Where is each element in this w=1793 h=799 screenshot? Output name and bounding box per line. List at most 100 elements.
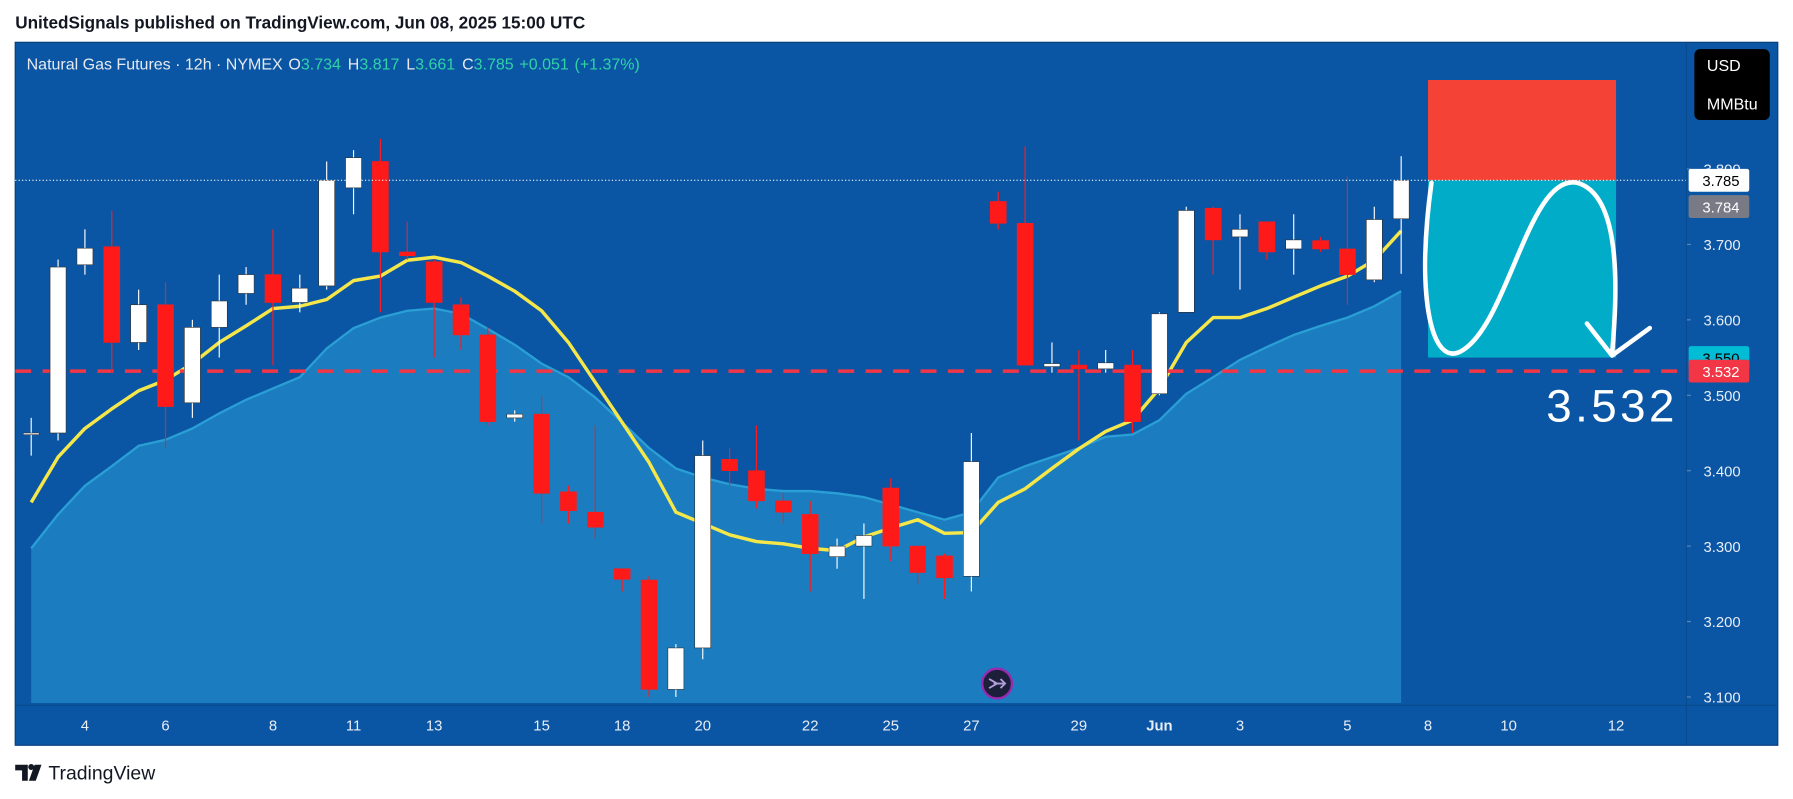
overlay [15, 80, 1687, 358]
candle-body [1097, 362, 1114, 370]
candle-body [748, 470, 765, 502]
candle-body [1043, 363, 1061, 367]
price-label: 3.532 [1702, 365, 1739, 381]
candle-body [398, 251, 416, 257]
legend-item: 3.734 [301, 57, 341, 74]
y-tick-label: 3.600 [1704, 314, 1741, 330]
candle-body [1070, 364, 1088, 370]
target-zone [1428, 180, 1617, 358]
y-tick-label: 3.500 [1704, 389, 1741, 405]
x-tick-label: 20 [694, 718, 711, 734]
price-label-box [1688, 168, 1750, 192]
candle-body [184, 327, 201, 404]
logo-shape [15, 764, 28, 781]
candle-body [130, 304, 147, 343]
currency: USD [1707, 58, 1741, 75]
candle-body [775, 500, 792, 513]
candle-body [210, 300, 228, 328]
candle-body [613, 568, 631, 580]
publish-header: UnitedSignals published on TradingView.c… [15, 13, 585, 33]
x-tick-label: 3 [1236, 718, 1244, 734]
candle-body [425, 261, 443, 303]
price-label-box [1688, 195, 1750, 219]
candle-body [721, 459, 738, 471]
candle-body [533, 413, 550, 494]
ma-area-line [30, 290, 1402, 550]
candle-body [963, 461, 980, 577]
y-tick-label: 3.700 [1704, 238, 1741, 254]
candle-body [1016, 223, 1034, 366]
x-tick-label: 15 [533, 718, 550, 734]
x-tick-label: 8 [1424, 718, 1432, 734]
price-label: 3.784 [1702, 200, 1739, 216]
candle-body [103, 246, 121, 343]
candle-body [989, 201, 1007, 224]
candle-body [237, 274, 255, 294]
candle-body [372, 161, 389, 253]
x-tick-label: 4 [81, 718, 89, 734]
logo-shape [28, 764, 42, 781]
annotation: 3.532 [1546, 380, 1678, 431]
footer-logo-text: TradingView [48, 763, 156, 785]
candle-body [264, 274, 282, 303]
ma-area [31, 291, 1402, 703]
candle-body [1285, 239, 1303, 250]
legend-item: 3.785 [474, 57, 514, 74]
price-label-box [1688, 359, 1750, 383]
legend-item: C [462, 57, 474, 74]
x-tick-label: 13 [426, 718, 443, 734]
x-tick-label: 18 [614, 718, 631, 734]
x-tick-label: 6 [161, 718, 169, 734]
candle-body [560, 491, 577, 511]
candle-body [855, 535, 873, 547]
forecast-arrowhead [1584, 321, 1653, 358]
candle-body [936, 555, 953, 579]
candle-body [1204, 207, 1222, 241]
candle-body [452, 304, 470, 336]
price-label: 3.785 [1702, 174, 1739, 190]
candle-body [801, 514, 819, 554]
legend-item: Natural Gas Futures · 12h · NYMEX [27, 57, 283, 74]
legend-item: 3.661 [415, 57, 455, 74]
candle-body [291, 287, 309, 303]
candle-body [22, 432, 40, 435]
event-glyph [988, 678, 1007, 689]
y-tick-label: 3.200 [1704, 615, 1741, 631]
x-tick-label: 12 [1608, 718, 1625, 734]
candle-body [587, 511, 604, 528]
legend: Natural Gas Futures · 12h · NYMEX O3.734 H… [27, 57, 640, 74]
x-tick-label: 25 [883, 718, 900, 734]
y-tick-label: 3.300 [1704, 540, 1741, 556]
candle-body [49, 266, 67, 434]
x-tick-label: 11 [346, 718, 361, 734]
candle-body [1366, 219, 1383, 281]
candle-body [345, 157, 362, 189]
stop-zone [1428, 80, 1617, 181]
y-tick-label: 3.400 [1704, 464, 1741, 480]
x-tick-label: 8 [269, 718, 277, 734]
x-tick-label: 10 [1500, 718, 1517, 734]
candle-body [506, 413, 524, 419]
currency-box[interactable] [1694, 49, 1770, 121]
legend-item: +0.051 [519, 57, 568, 74]
x-tick-label: Jun [1146, 718, 1172, 734]
candle-body [667, 647, 685, 690]
candle-body [1177, 210, 1195, 313]
candle-body [1124, 364, 1141, 422]
candle-body [1151, 313, 1168, 395]
footer-logo: TradingView [15, 763, 156, 785]
candle-body [1231, 229, 1249, 238]
candle-body [909, 545, 926, 573]
candle-body [318, 180, 335, 287]
y-tick-label: 3.100 [1704, 691, 1741, 707]
legend-item: (+1.37%) [575, 57, 640, 74]
candle-body [479, 334, 497, 422]
candle-body [828, 545, 846, 557]
legend-item: 3.817 [359, 57, 399, 74]
candle-body [640, 579, 658, 690]
x-tick-label: 22 [802, 718, 819, 734]
legend-item: O [288, 57, 300, 74]
candle-body [1392, 180, 1410, 220]
